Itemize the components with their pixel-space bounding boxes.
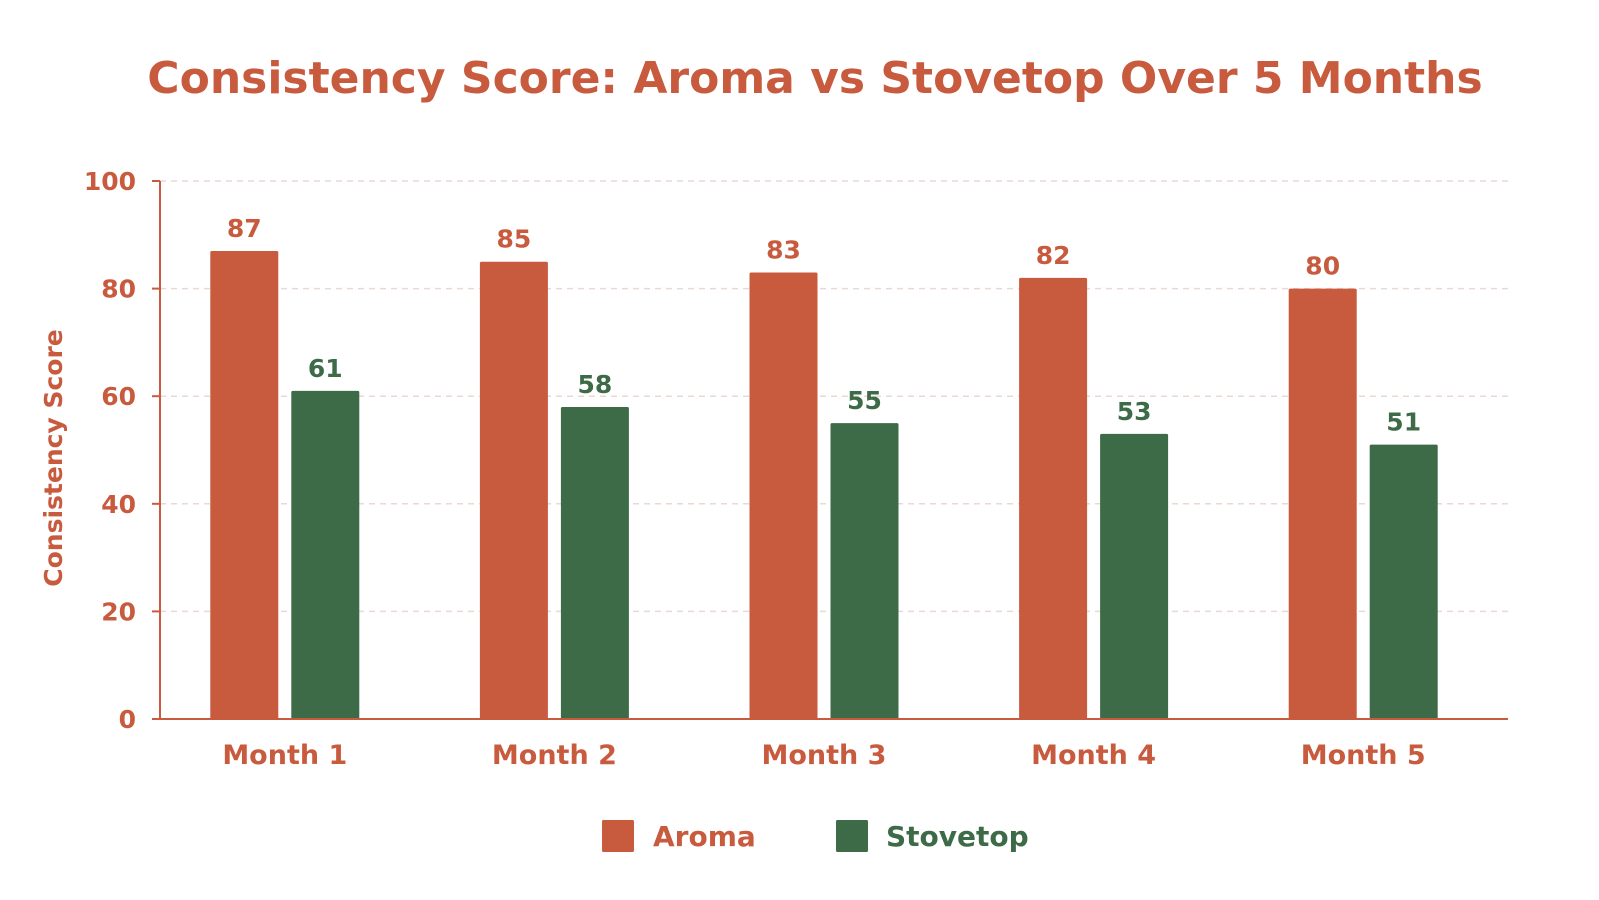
x-category-label-1: Month 1: [222, 740, 347, 771]
x-category-label-4: Month 4: [1031, 740, 1156, 771]
y-tick-label-1: 20: [101, 597, 136, 626]
data-label-stovetop-5: 51: [1386, 408, 1421, 437]
legend-label-aroma: Aroma: [653, 820, 756, 853]
bar-aroma-4: [1019, 277, 1088, 719]
data-label-stovetop-4: 53: [1117, 397, 1152, 426]
data-label-aroma-5: 80: [1305, 252, 1340, 281]
bar-aroma-2: [479, 261, 548, 719]
bar-aroma-5: [1288, 288, 1357, 719]
data-label-aroma-3: 83: [766, 235, 801, 264]
legend-swatch-aroma: [602, 820, 634, 852]
bar-stovetop-5: [1369, 444, 1438, 719]
data-labels: 87 61 85 58 83 55 82 53 80 51: [227, 214, 1421, 437]
bars: [210, 250, 1438, 719]
x-category-label-2: Month 2: [492, 740, 617, 771]
axes: [152, 181, 1508, 720]
y-tick-label-2: 40: [101, 490, 136, 519]
y-tick-label-3: 60: [101, 382, 136, 411]
legend: Aroma Stovetop: [602, 820, 1029, 853]
y-tick-label-0: 0: [119, 705, 136, 734]
x-axis-categories: Month 1 Month 2 Month 3 Month 4 Month 5: [222, 740, 1425, 771]
x-category-label-5: Month 5: [1301, 740, 1426, 771]
data-label-stovetop-2: 58: [578, 370, 613, 399]
legend-label-stovetop: Stovetop: [886, 820, 1029, 853]
bar-stovetop-1: [291, 390, 360, 719]
data-label-aroma-4: 82: [1036, 241, 1071, 270]
bar-aroma-3: [749, 272, 818, 719]
data-label-stovetop-3: 55: [847, 386, 882, 415]
data-label-stovetop-1: 61: [308, 354, 343, 383]
y-tick-label-5: 100: [84, 167, 136, 196]
legend-swatch-stovetop: [836, 820, 868, 852]
bar-stovetop-3: [830, 423, 899, 719]
data-label-aroma-1: 87: [227, 214, 262, 243]
chart-title: Consistency Score: Aroma vs Stovetop Ove…: [147, 53, 1482, 104]
data-label-aroma-2: 85: [497, 225, 532, 254]
y-tick-label-4: 80: [101, 275, 136, 304]
x-category-label-3: Month 3: [762, 740, 887, 771]
gridlines: [160, 180, 1508, 613]
y-axis-label: Consistency Score: [39, 329, 68, 586]
bar-stovetop-4: [1100, 433, 1169, 719]
y-axis-ticks: 0 20 40 60 80 100: [84, 167, 160, 734]
bar-aroma-1: [210, 250, 279, 719]
bar-stovetop-2: [560, 406, 629, 719]
